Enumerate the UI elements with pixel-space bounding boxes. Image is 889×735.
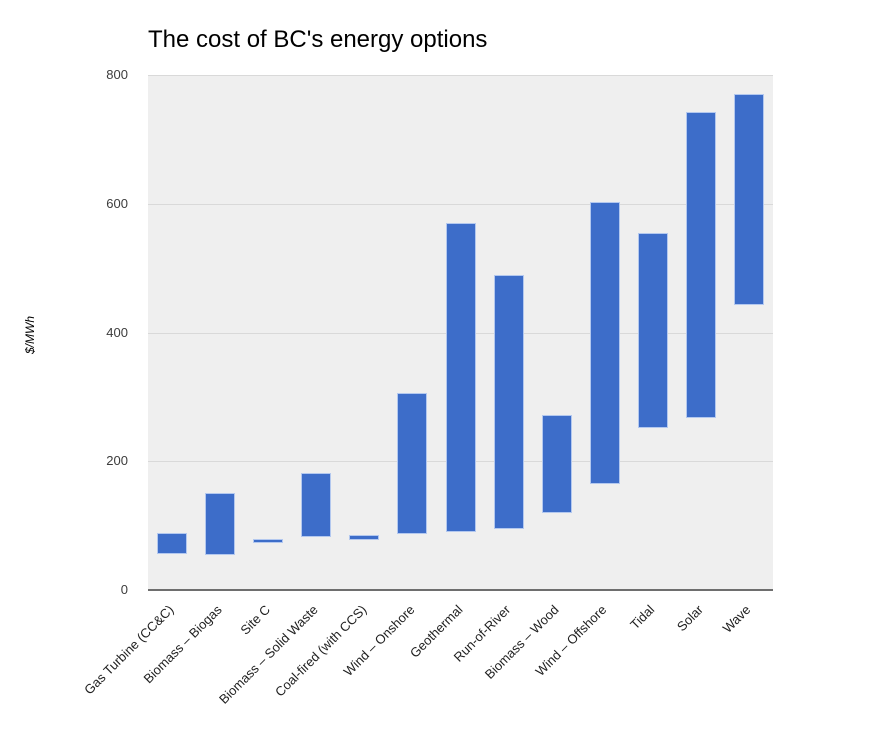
range-bar-biomass-solid-waste[interactable] — [301, 472, 332, 538]
range-bar-gas-turbine-cc-c[interactable] — [157, 533, 188, 554]
range-bar-biomass-wood[interactable] — [541, 414, 572, 513]
range-bar-biomass-biogas[interactable] — [205, 493, 236, 555]
range-bar-run-of-river[interactable] — [493, 274, 524, 530]
range-bar-coal-fired-with-ccs[interactable] — [349, 535, 380, 540]
y-tick-label-0: 0 — [120, 582, 128, 597]
x-tick-label-wave: Wave — [719, 602, 754, 636]
x-tick-label-solar: Solar — [673, 602, 706, 635]
gridline-800 — [148, 75, 773, 76]
range-bar-site-c[interactable] — [253, 538, 284, 543]
plot-area — [148, 75, 773, 591]
x-tick-label-site-c: Site C — [237, 602, 273, 638]
range-bar-geothermal[interactable] — [445, 223, 476, 533]
y-tick-label-800: 800 — [106, 67, 128, 82]
range-bar-wind-offshore[interactable] — [589, 201, 620, 484]
y-tick-label-200: 200 — [106, 453, 128, 469]
y-tick-label-600: 600 — [106, 195, 128, 211]
x-tick-label-gas-turbine-cc-c: Gas Turbine (CC&C) — [81, 602, 177, 698]
gridline-600 — [148, 203, 773, 205]
range-bar-wind-onshore[interactable] — [397, 393, 428, 534]
x-axis-line — [148, 589, 773, 591]
range-bar-tidal[interactable] — [637, 232, 668, 428]
chart-title: The cost of BC's energy options — [148, 26, 488, 53]
range-bar-wave[interactable] — [733, 94, 764, 306]
range-bar-solar[interactable] — [685, 111, 716, 419]
x-tick-label-tidal: Tidal — [627, 602, 658, 633]
x-tick-label-coal-fired-with-ccs: Coal-fired (with CCS) — [271, 602, 369, 700]
y-tick-label-400: 400 — [106, 324, 128, 340]
